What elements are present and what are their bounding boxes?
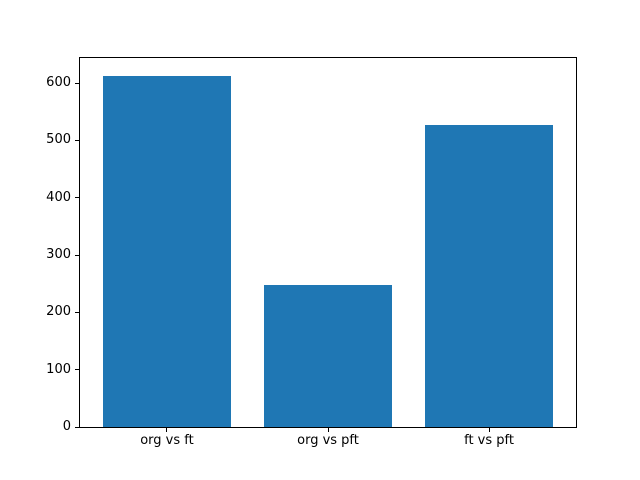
bar [424,124,554,427]
y-tick-label: 300 [46,247,71,262]
y-tick-label: 0 [62,419,71,434]
bars-layer [80,58,576,427]
bar [263,285,393,427]
bar [102,75,232,427]
plot-area [79,57,577,428]
y-tick-label: 200 [46,304,71,320]
x-tick-mark [327,428,329,432]
y-tick-label: 100 [46,361,71,377]
y-tick-label: 500 [46,132,71,148]
y-tick-label: 400 [46,189,71,205]
x-tick-label: ft vs pft [464,433,514,448]
y-tick-label: 600 [46,75,71,91]
x-tick-mark [488,428,490,432]
x-tick-label: org vs ft [140,433,194,448]
x-tick-mark [166,428,168,432]
x-tick-label: org vs pft [297,433,359,448]
